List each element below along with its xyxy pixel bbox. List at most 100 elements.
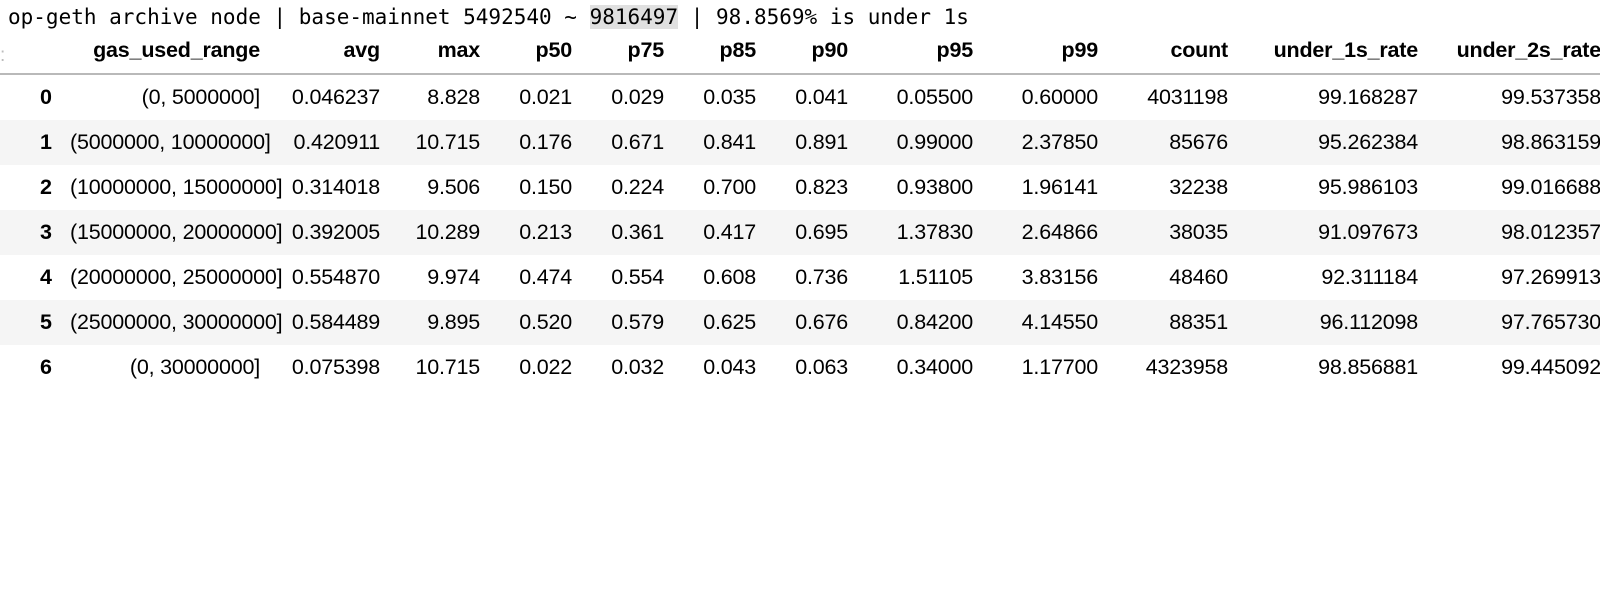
cell-count: 48460 xyxy=(1112,255,1242,300)
column-header-p75[interactable]: p75 xyxy=(586,34,678,75)
row-index: 6 xyxy=(0,345,62,390)
column-header-index[interactable] xyxy=(0,34,62,75)
cell-p85: 0.608 xyxy=(678,255,770,300)
column-header-avg[interactable]: avg xyxy=(274,34,394,75)
cell-p85: 0.700 xyxy=(678,165,770,210)
cell-avg: 0.554870 xyxy=(274,255,394,300)
cell-under-1s-rate: 99.168287 xyxy=(1242,74,1432,120)
cell-under-1s-rate: 95.986103 xyxy=(1242,165,1432,210)
cell-p90: 0.891 xyxy=(770,120,862,165)
cell-p99: 2.37850 xyxy=(987,120,1112,165)
cell-p75: 0.579 xyxy=(586,300,678,345)
cell-p50: 0.176 xyxy=(494,120,586,165)
table-row[interactable]: 1 (5000000, 10000000] 0.420911 10.715 0.… xyxy=(0,120,1600,165)
cell-p99: 2.64866 xyxy=(987,210,1112,255)
cell-p95: 0.99000 xyxy=(862,120,987,165)
column-header-under-1s-rate[interactable]: under_1s_rate xyxy=(1242,34,1432,75)
cell-p95: 0.84200 xyxy=(862,300,987,345)
cell-count: 85676 xyxy=(1112,120,1242,165)
title-prefix-text: op-geth archive node | base-mainnet 5492… xyxy=(8,5,590,29)
column-header-gas-used-range[interactable]: gas_used_range xyxy=(62,34,274,75)
cell-max: 9.506 xyxy=(394,165,494,210)
cell-p50: 0.150 xyxy=(494,165,586,210)
column-header-max[interactable]: max xyxy=(394,34,494,75)
cell-p85: 0.417 xyxy=(678,210,770,255)
cell-count: 32238 xyxy=(1112,165,1242,210)
row-index: 3 xyxy=(0,210,62,255)
cell-under-1s-rate: 92.311184 xyxy=(1242,255,1432,300)
cell-p50: 0.021 xyxy=(494,74,586,120)
title-suffix-text: | 98.8569% is under 1s xyxy=(678,5,969,29)
cell-p90: 0.063 xyxy=(770,345,862,390)
cell-p95: 0.93800 xyxy=(862,165,987,210)
cell-under-2s-rate: 97.269913 xyxy=(1432,255,1600,300)
title-highlighted-block-end: 9816497 xyxy=(589,5,679,29)
cell-max: 8.828 xyxy=(394,74,494,120)
cell-under-2s-rate: 97.765730 xyxy=(1432,300,1600,345)
cell-max: 10.289 xyxy=(394,210,494,255)
cell-under-1s-rate: 91.097673 xyxy=(1242,210,1432,255)
cell-p50: 0.213 xyxy=(494,210,586,255)
cell-p99: 1.17700 xyxy=(987,345,1112,390)
table-row[interactable]: 2 (10000000, 15000000] 0.314018 9.506 0.… xyxy=(0,165,1600,210)
cell-count: 38035 xyxy=(1112,210,1242,255)
cell-p75: 0.671 xyxy=(586,120,678,165)
cell-gas-used-range: (0, 5000000] xyxy=(62,74,274,120)
cell-under-1s-rate: 95.262384 xyxy=(1242,120,1432,165)
cell-under-2s-rate: 99.537358 xyxy=(1432,74,1600,120)
cell-under-2s-rate: 99.016688 xyxy=(1432,165,1600,210)
cell-p85: 0.841 xyxy=(678,120,770,165)
cell-p75: 0.029 xyxy=(586,74,678,120)
cell-gas-used-range: (15000000, 20000000] xyxy=(62,210,283,255)
cell-avg: 0.584489 xyxy=(274,300,394,345)
cell-p85: 0.043 xyxy=(678,345,770,390)
dataframe-table: gas_used_range avg max p50 p75 p85 p90 p… xyxy=(0,34,1600,390)
cell-count: 88351 xyxy=(1112,300,1242,345)
cell-max: 9.895 xyxy=(394,300,494,345)
column-header-under-2s-rate[interactable]: under_2s_rate xyxy=(1432,34,1600,75)
cell-p50: 0.520 xyxy=(494,300,586,345)
cell-p85: 0.035 xyxy=(678,74,770,120)
cell-p75: 0.554 xyxy=(586,255,678,300)
cell-p85: 0.625 xyxy=(678,300,770,345)
cell-max: 9.974 xyxy=(394,255,494,300)
row-index: 1 xyxy=(0,120,62,165)
cell-p50: 0.022 xyxy=(494,345,586,390)
column-header-count[interactable]: count xyxy=(1112,34,1242,75)
cell-p95: 0.34000 xyxy=(862,345,987,390)
cell-p95: 0.05500 xyxy=(862,74,987,120)
dataframe-header: gas_used_range avg max p50 p75 p85 p90 p… xyxy=(0,34,1600,75)
dataframe-body: 0 (0, 5000000] 0.046237 8.828 0.021 0.02… xyxy=(0,74,1600,390)
cell-gas-used-range: (0, 30000000] xyxy=(62,345,274,390)
column-header-p90[interactable]: p90 xyxy=(770,34,862,75)
cell-p75: 0.224 xyxy=(586,165,678,210)
table-row[interactable]: 3 (15000000, 20000000] 0.392005 10.289 0… xyxy=(0,210,1600,255)
cell-under-2s-rate: 98.863159 xyxy=(1432,120,1600,165)
table-row[interactable]: 0 (0, 5000000] 0.046237 8.828 0.021 0.02… xyxy=(0,74,1600,120)
cell-max: 10.715 xyxy=(394,120,494,165)
cell-p99: 3.83156 xyxy=(987,255,1112,300)
header-row: gas_used_range avg max p50 p75 p85 p90 p… xyxy=(0,34,1600,75)
cell-avg: 0.046237 xyxy=(274,74,394,120)
column-header-p95[interactable]: p95 xyxy=(862,34,987,75)
cell-p99: 0.60000 xyxy=(987,74,1112,120)
cell-under-1s-rate: 96.112098 xyxy=(1242,300,1432,345)
column-header-p85[interactable]: p85 xyxy=(678,34,770,75)
cell-gas-used-range: (20000000, 25000000] xyxy=(62,255,283,300)
table-row[interactable]: 6 (0, 30000000] 0.075398 10.715 0.022 0.… xyxy=(0,345,1600,390)
cell-avg: 0.075398 xyxy=(274,345,394,390)
cell-p90: 0.736 xyxy=(770,255,862,300)
clipped-edge-glyph: : xyxy=(0,50,5,66)
cell-p90: 0.823 xyxy=(770,165,862,210)
cell-gas-used-range: (10000000, 15000000] xyxy=(62,165,283,210)
table-row[interactable]: 5 (25000000, 30000000] 0.584489 9.895 0.… xyxy=(0,300,1600,345)
table-row[interactable]: 4 (20000000, 25000000] 0.554870 9.974 0.… xyxy=(0,255,1600,300)
column-header-p50[interactable]: p50 xyxy=(494,34,586,75)
cell-gas-used-range: (5000000, 10000000] xyxy=(62,120,274,165)
output-title-line: op-geth archive node | base-mainnet 5492… xyxy=(0,0,1600,34)
row-index: 5 xyxy=(0,300,62,345)
cell-p95: 1.51105 xyxy=(862,255,987,300)
cell-p99: 4.14550 xyxy=(987,300,1112,345)
column-header-p99[interactable]: p99 xyxy=(987,34,1112,75)
